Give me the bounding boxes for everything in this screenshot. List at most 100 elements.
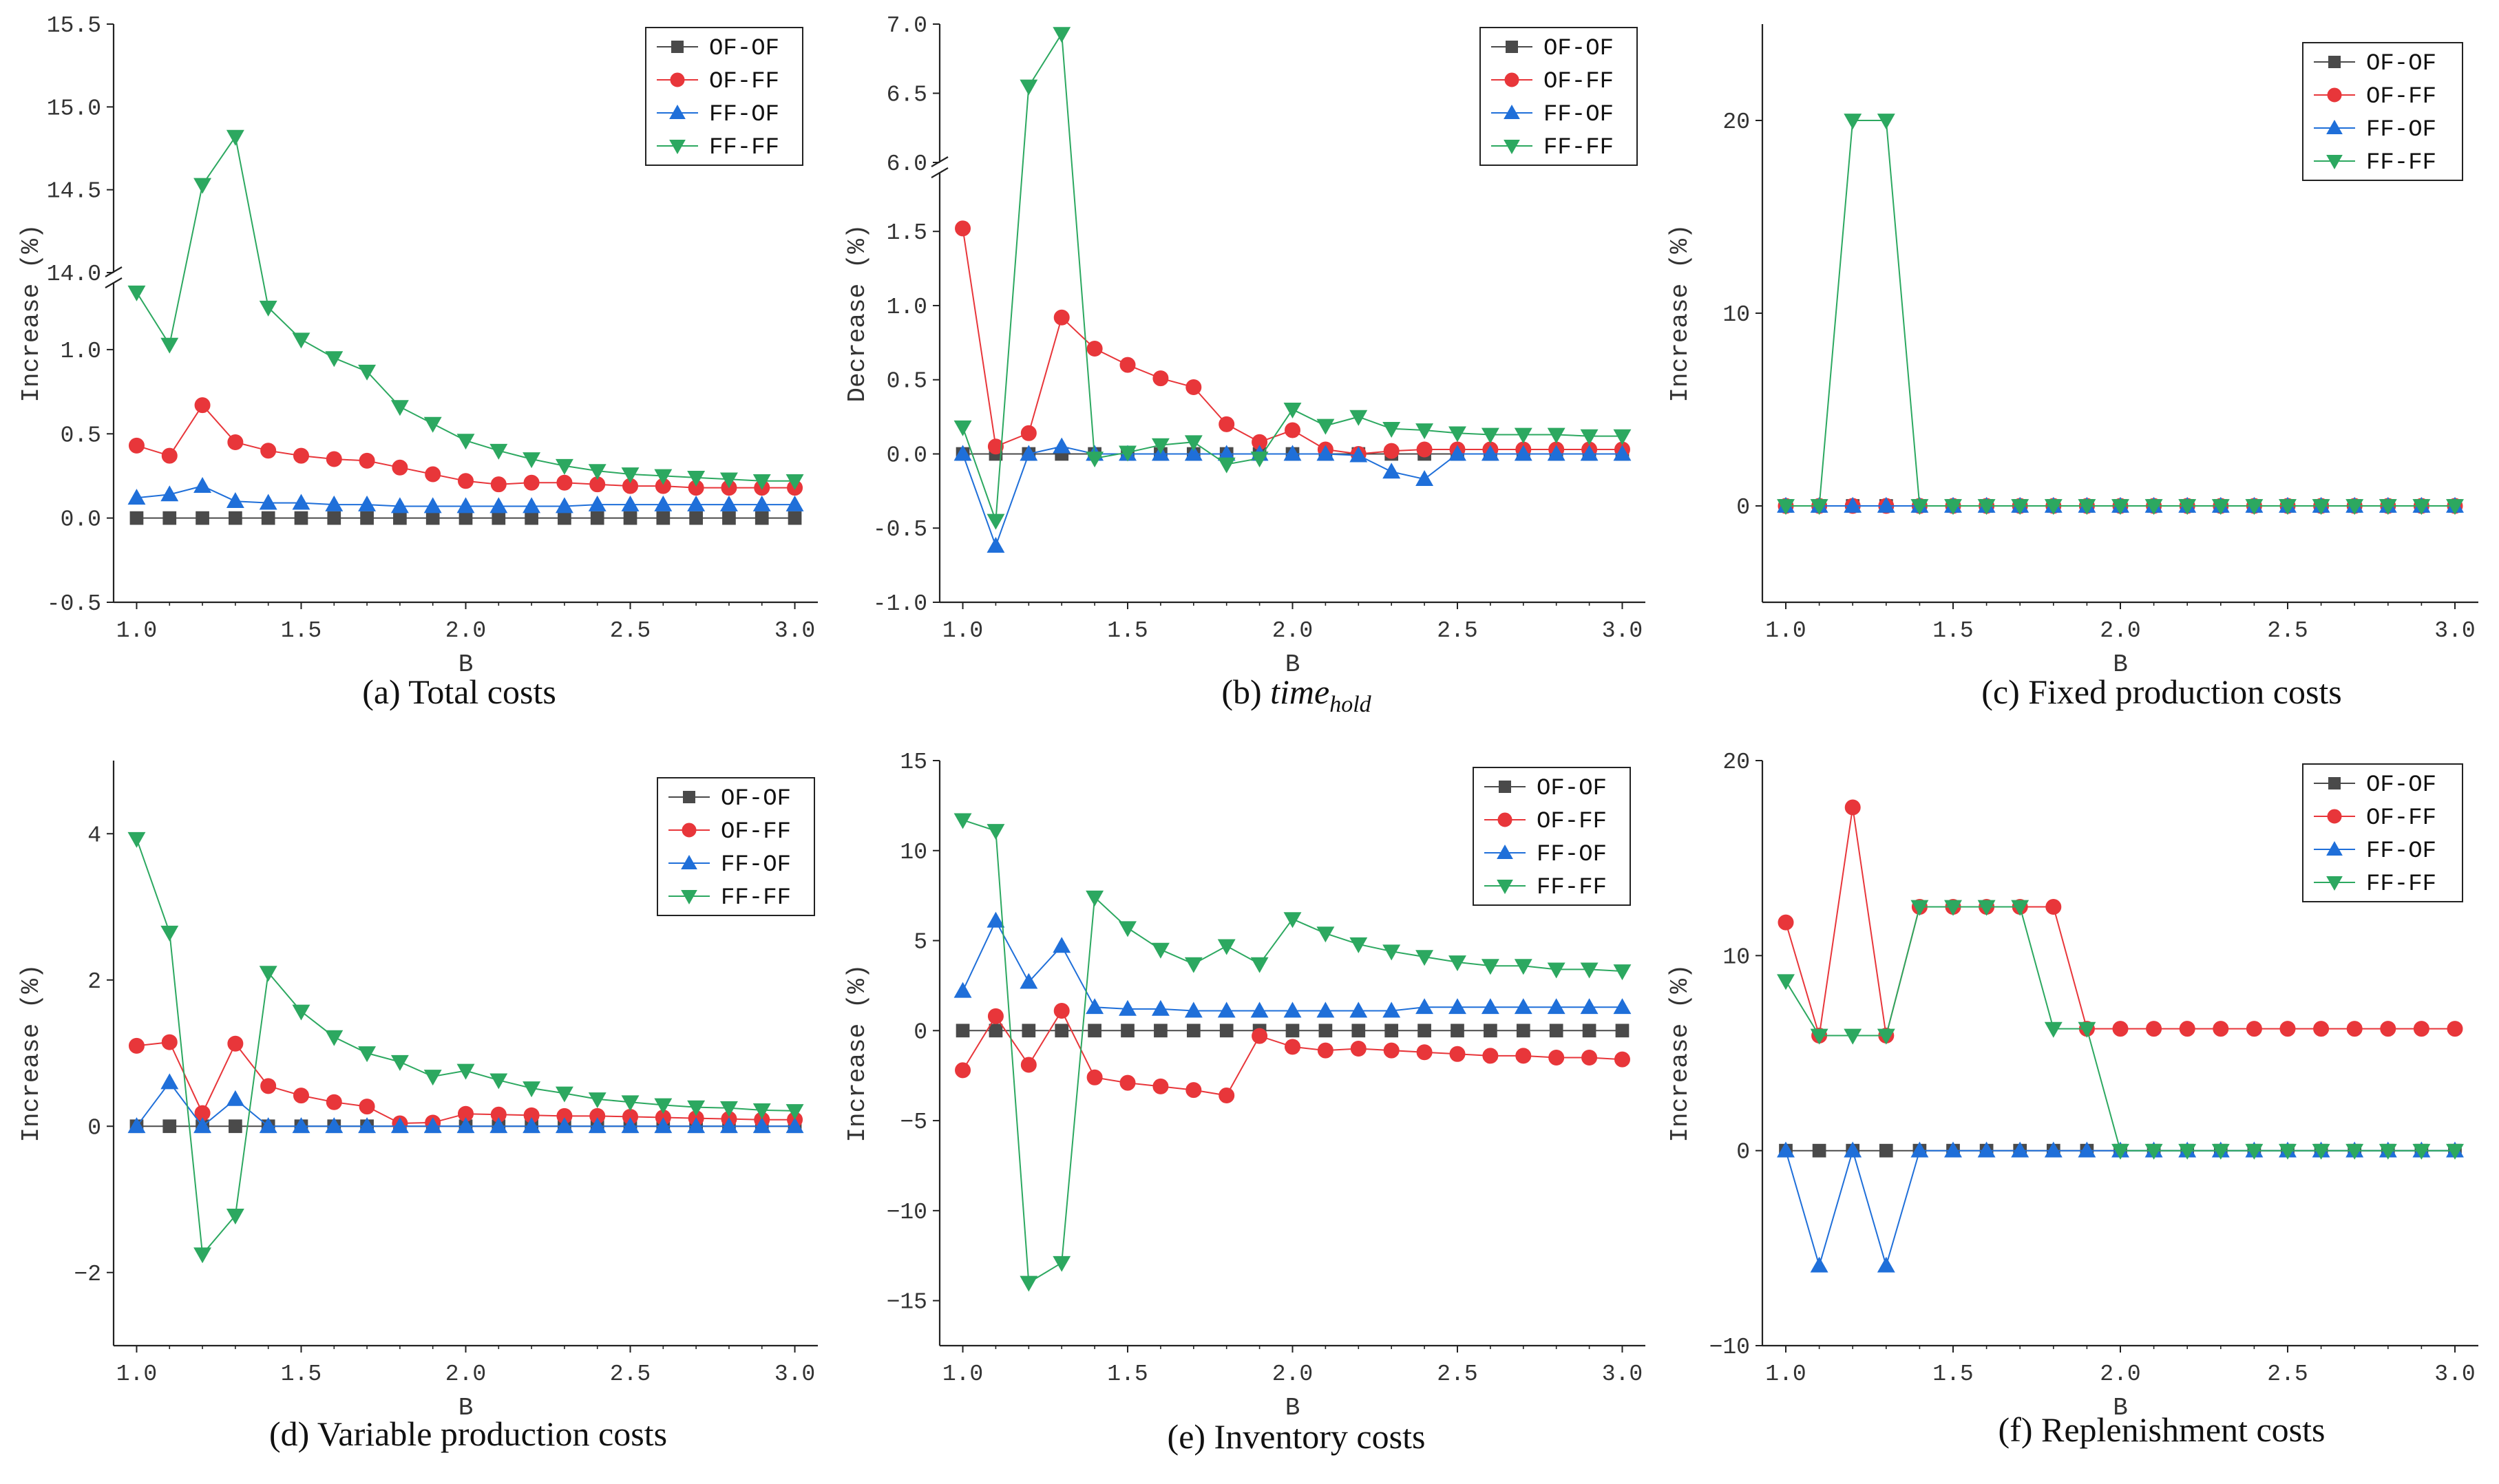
data-point: [1349, 937, 1368, 953]
data-point: [987, 513, 1005, 530]
data-point: [1547, 445, 1565, 461]
x-tick-label: 2.5: [1437, 1361, 1477, 1387]
legend-marker: [2326, 155, 2343, 170]
data-point: [127, 831, 146, 848]
data-point: [1250, 957, 1269, 973]
data-point: [1448, 998, 1466, 1015]
data-point: [1877, 496, 1895, 513]
data-point: [489, 1117, 508, 1134]
series-FF-OF: [127, 477, 804, 513]
series-FF-FF: [953, 813, 1632, 1292]
data-point: [1415, 950, 1434, 966]
y-tick-label: 0.5: [61, 423, 101, 448]
data-point: [1910, 1141, 1929, 1158]
panel-caption: (a) Total costs: [362, 672, 556, 711]
data-point: [2111, 1143, 2129, 1160]
data-point: [325, 1030, 344, 1046]
y-axis-title: Increase (%): [17, 224, 45, 402]
legend-marker: [1506, 41, 1518, 53]
data-point: [1449, 1046, 1466, 1062]
data-point: [558, 511, 571, 525]
data-point: [127, 1117, 146, 1134]
y-axis-title: Increase (%): [17, 964, 45, 1142]
data-point: [1283, 1001, 1302, 1018]
data-point: [621, 1117, 640, 1134]
data-point: [1086, 890, 1104, 907]
data-point: [128, 1037, 145, 1054]
x-axis-title: B: [1285, 1394, 1300, 1422]
data-point: [1020, 425, 1037, 441]
x-tick-label: 2.5: [1437, 618, 1477, 644]
data-point: [1020, 445, 1038, 461]
data-point: [719, 472, 738, 489]
data-point: [1316, 445, 1335, 461]
data-point: [1252, 1028, 1268, 1044]
y-tick-label: 1.0: [61, 339, 101, 364]
data-point: [1484, 1024, 1497, 1038]
data-point: [1416, 1044, 1433, 1061]
x-tick-label: 1.5: [1932, 1361, 1973, 1387]
data-point: [456, 434, 475, 450]
data-point: [458, 473, 474, 489]
data-point: [325, 1117, 344, 1134]
legend-label: OF-FF: [1543, 69, 1614, 95]
panel-caption: (f) Replenishment costs: [1999, 1410, 2326, 1449]
data-point: [1977, 499, 1996, 516]
data-point: [2412, 499, 2431, 516]
data-point: [1416, 441, 1433, 458]
data-point: [1351, 1024, 1366, 1038]
y-tick-label: 2: [87, 969, 101, 995]
x-tick-label: 2.0: [2100, 1361, 2140, 1387]
data-point: [1086, 1069, 1103, 1085]
data-point: [1086, 998, 1104, 1015]
data-point: [2279, 1143, 2297, 1160]
legend-label: FF-OF: [1543, 102, 1614, 128]
panel-caption: (e) Inventory costs: [1168, 1417, 1426, 1456]
data-point: [227, 1035, 244, 1052]
data-point: [1448, 445, 1466, 461]
data-point: [1119, 1074, 1136, 1091]
legend-marker: [669, 104, 686, 119]
data-point: [2245, 1143, 2264, 1160]
data-point: [1152, 1078, 1169, 1094]
data-point: [1580, 429, 1599, 445]
x-axis-title: B: [1285, 650, 1300, 679]
y-tick-label: 15: [900, 750, 927, 775]
y-tick-label: 14.0: [47, 262, 101, 287]
data-point: [987, 438, 1004, 455]
y-tick-label: 20: [1722, 109, 1750, 135]
data-point: [161, 447, 178, 464]
data-point: [1417, 1024, 1431, 1038]
legend: OF-OF OF-FF FF-OF FF-FF: [2302, 763, 2463, 902]
data-point: [2179, 1021, 2195, 1037]
series-FF-FF: [1777, 114, 2464, 516]
data-point: [2413, 1021, 2429, 1037]
data-point: [327, 511, 341, 525]
data-point: [2379, 499, 2397, 516]
legend-label: OF-FF: [2366, 805, 2436, 831]
x-tick-label: 2.0: [1272, 1361, 1313, 1387]
legend-marker: [671, 41, 684, 53]
data-point: [1448, 955, 1466, 972]
series-FF-OF: [1777, 1141, 2464, 1273]
series-OF-FF: [955, 220, 1630, 462]
data-point: [1186, 1024, 1201, 1038]
x-tick-label: 3.0: [774, 1361, 815, 1387]
data-point: [1250, 452, 1269, 468]
data-point: [193, 178, 212, 194]
legend: OF-OF OF-FF FF-OF FF-FF: [1473, 767, 1631, 906]
y-tick-label: 1.0: [887, 295, 927, 320]
data-point: [2379, 1143, 2397, 1160]
data-point: [1020, 973, 1038, 989]
legend-label: FF-OF: [1537, 842, 1607, 868]
legend-marker: [670, 72, 685, 87]
data-point: [752, 474, 771, 490]
data-point: [1448, 426, 1466, 443]
data-point: [393, 511, 407, 525]
legend-label: OF-FF: [709, 69, 779, 95]
y-tick-label: −10: [887, 1200, 927, 1225]
data-point: [1910, 900, 1929, 916]
data-point: [423, 497, 442, 513]
data-point: [458, 511, 473, 525]
data-point: [161, 1034, 178, 1050]
